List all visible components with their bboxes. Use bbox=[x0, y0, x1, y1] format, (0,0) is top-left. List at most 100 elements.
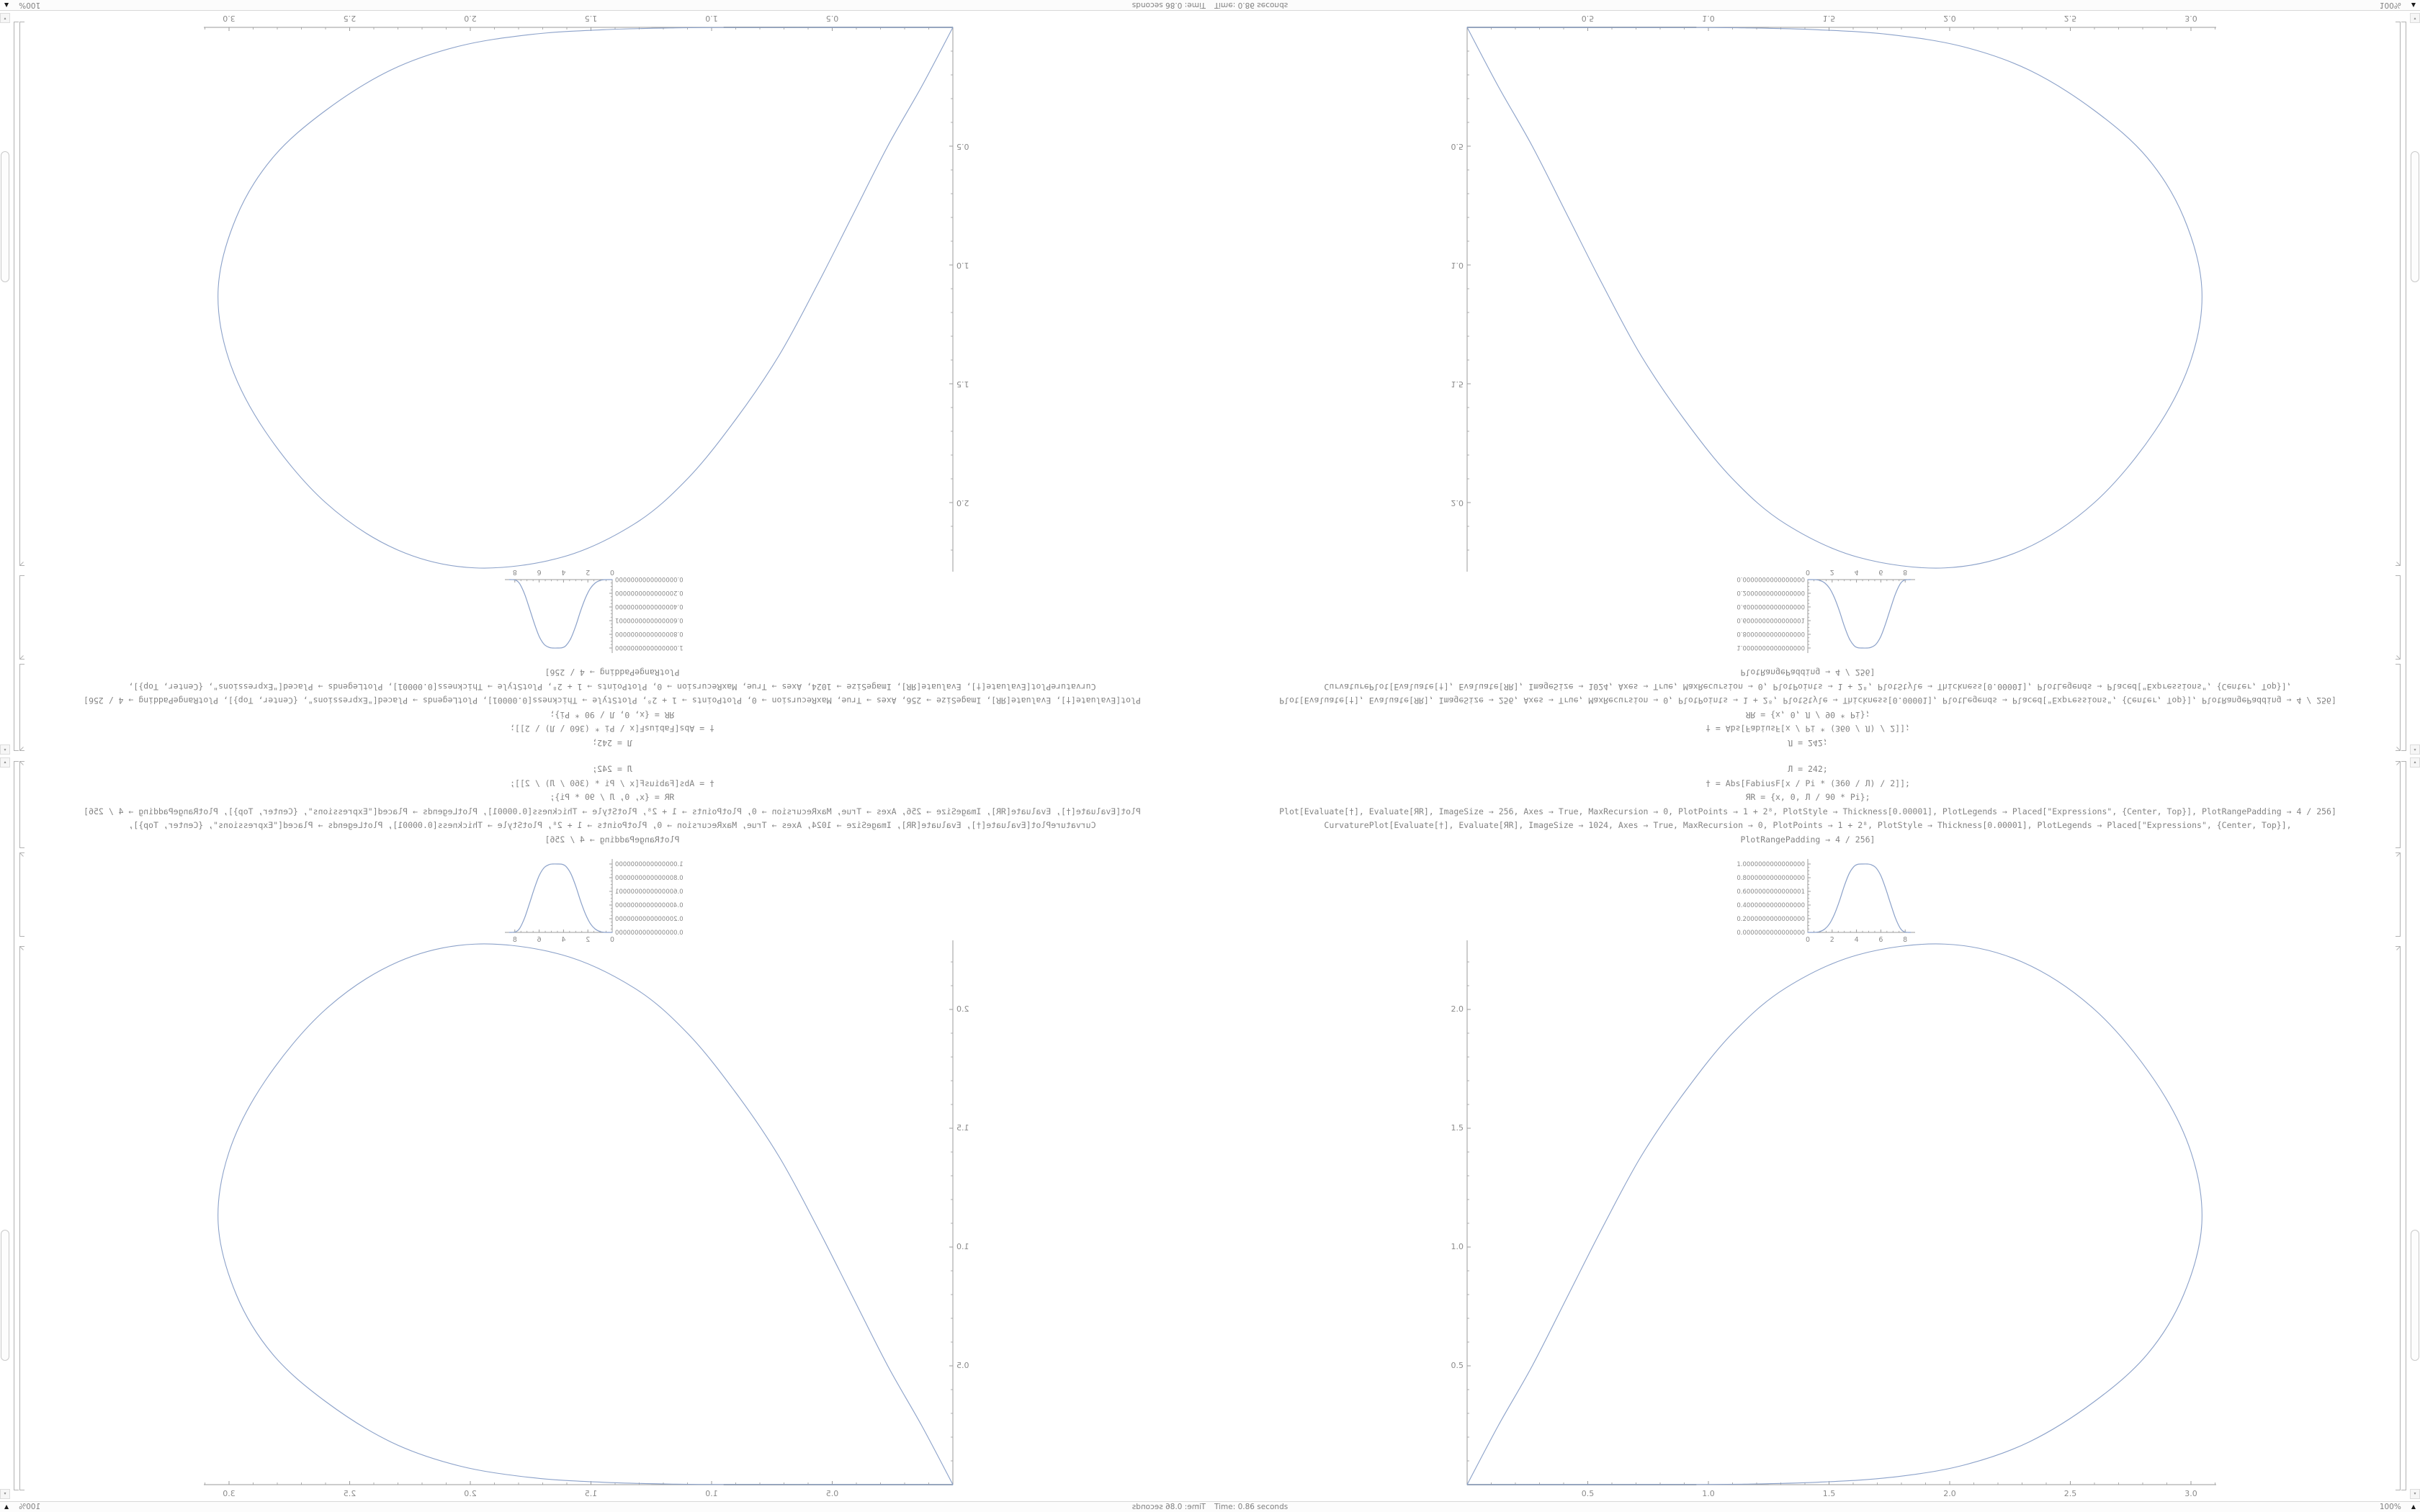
code-line[interactable]: CurvaturePlot[Evaluate[†], Evaluate[ЯR],… bbox=[1324, 682, 2292, 692]
code-input-cell[interactable]: Л = 242; † = Abs[FabiusF[x / Pi * (360 /… bbox=[29, 762, 1196, 847]
fabius-function-plot[interactable]: 0 2 4 6 8 1.0000000000000000 0.800000000000000… bbox=[1711, 567, 1934, 664]
output-cell-bracket-small-flag bbox=[19, 655, 24, 660]
scroll-down-button[interactable]: ▾ bbox=[2410, 13, 2420, 23]
zoom-control[interactable]: 100% ▲ bbox=[2380, 1503, 2416, 1511]
scroll-up-button[interactable]: ▴ bbox=[0, 744, 10, 755]
zoom-level-label[interactable]: 100% bbox=[19, 1, 41, 9]
y-tick-label: 2.0 bbox=[1451, 498, 1464, 508]
x-tick-label: 8 bbox=[1903, 568, 1907, 576]
code-line[interactable]: Plot[Evaluate[†], Evaluate[ЯR], ImageSiz… bbox=[84, 806, 1141, 816]
input-cell-bracket[interactable] bbox=[2396, 761, 2401, 848]
code-line[interactable]: Plot[Evaluate[†], Evaluate[ЯR], ImageSiz… bbox=[84, 696, 1141, 706]
fabius-function-plot[interactable]: 0 2 4 6 8 1.0000000000000000 0.800000000000000… bbox=[486, 567, 709, 664]
curvature-plot-teardrop[interactable]: 0.5 1.0 1.5 2.0 2.5 3.0 0.5 1.0 1.5 2.0 bbox=[171, 13, 995, 582]
cell-group-bracket[interactable] bbox=[2401, 761, 2406, 1490]
cell-brackets[interactable] bbox=[2385, 0, 2410, 756]
code-line[interactable]: † = Abs[FabiusF[x / Pi * (360 / Л) / 2]]… bbox=[1706, 724, 1910, 734]
curvature-plot-teardrop[interactable]: 0.5 1.0 1.5 2.0 2.5 3.0 0.5 1.0 1.5 2.0 bbox=[171, 930, 995, 1499]
y-tick-label: 1.5 bbox=[1451, 379, 1464, 389]
scrollbar-thumb[interactable] bbox=[2411, 1230, 2419, 1361]
x-tick-label: 1.5 bbox=[585, 1489, 598, 1498]
cell-brackets[interactable] bbox=[2385, 756, 2410, 1512]
vertical-scrollbar[interactable]: ▴ ▾ bbox=[2410, 756, 2420, 1501]
scrollbar-thumb[interactable] bbox=[1, 151, 9, 282]
fabius-function-plot[interactable]: 0 2 4 6 8 1.0000000000000000 0.800000000000000… bbox=[1711, 848, 1934, 945]
curve bbox=[1466, 943, 2202, 1485]
cell-brackets[interactable] bbox=[10, 756, 35, 1512]
zoom-control[interactable]: 100% ▲ bbox=[4, 1, 40, 9]
curvature-plot-teardrop[interactable]: 0.5 1.0 1.5 2.0 2.5 3.0 0.5 1.0 1.5 2.0 bbox=[1425, 930, 2249, 1499]
code-line[interactable]: CurvaturePlot[Evaluate[†], Evaluate[ЯR],… bbox=[1324, 820, 2292, 830]
code-line[interactable]: CurvaturePlot[Evaluate[†], Evaluate[ЯR],… bbox=[128, 682, 1096, 692]
scrollbar-thumb[interactable] bbox=[2411, 151, 2419, 282]
scroll-up-button[interactable]: ▴ bbox=[2410, 744, 2420, 755]
zoom-menu-icon[interactable]: ▲ bbox=[4, 1503, 9, 1510]
vertical-scrollbar[interactable]: ▴ ▾ bbox=[2410, 11, 2420, 756]
code-input-cell[interactable]: Л = 242; † = Abs[FabiusF[x / Pi * (360 /… bbox=[1224, 665, 2391, 750]
output-cell-bracket-small[interactable] bbox=[2396, 575, 2401, 660]
code-line[interactable]: PlotRangePadding → 4 / 256] bbox=[544, 834, 680, 845]
x-tick-label: 2 bbox=[1830, 568, 1834, 576]
curvature-plot-teardrop[interactable]: 0.5 1.0 1.5 2.0 2.5 3.0 0.5 1.0 1.5 2.0 bbox=[1425, 13, 2249, 582]
scrollbar-thumb[interactable] bbox=[1, 1230, 9, 1361]
code-line[interactable]: CurvaturePlot[Evaluate[†], Evaluate[ЯR],… bbox=[128, 820, 1096, 830]
code-line[interactable]: Plot[Evaluate[†], Evaluate[ЯR], ImageSiz… bbox=[1279, 696, 2336, 706]
scroll-down-button[interactable]: ▾ bbox=[0, 13, 10, 23]
code-line[interactable]: PlotRangePadding → 4 / 256] bbox=[1740, 667, 1876, 678]
output-cell-bracket-small[interactable] bbox=[19, 575, 25, 660]
code-input-cell[interactable]: Л = 242; † = Abs[FabiusF[x / Pi * (360 /… bbox=[1224, 762, 2391, 847]
output-cell-bracket-large[interactable] bbox=[2396, 22, 2401, 566]
scroll-down-button[interactable]: ▾ bbox=[2410, 1489, 2420, 1499]
code-line[interactable]: ЯR = {x, 0, Л / 90 * Pi}; bbox=[550, 792, 675, 802]
cell-group-bracket[interactable] bbox=[2401, 22, 2406, 751]
zoom-control[interactable]: 100% ▲ bbox=[2380, 1, 2416, 9]
input-cell-bracket[interactable] bbox=[2396, 664, 2401, 751]
output-cell-bracket-large-flag bbox=[2396, 946, 2401, 950]
zoom-control[interactable]: 100% ▲ bbox=[4, 1503, 40, 1511]
cell-group-bracket[interactable] bbox=[14, 761, 19, 1490]
output-cell-bracket-large[interactable] bbox=[19, 946, 25, 1490]
code-line[interactable]: Л = 242; bbox=[1788, 738, 1828, 748]
scroll-down-button[interactable]: ▾ bbox=[0, 1489, 10, 1499]
code-line[interactable]: Л = 242; bbox=[592, 764, 632, 774]
input-cell-bracket[interactable] bbox=[19, 664, 25, 751]
output-cell-bracket-small[interactable] bbox=[2396, 852, 2401, 937]
output-cell-bracket-large[interactable] bbox=[2396, 946, 2401, 1490]
zoom-menu-icon[interactable]: ▲ bbox=[4, 2, 9, 9]
code-line[interactable]: ЯR = {x, 0, Л / 90 * Pi}; bbox=[1745, 710, 1870, 720]
x-tick-label: 3.0 bbox=[223, 1489, 236, 1498]
vertical-scrollbar[interactable]: ▴ ▾ bbox=[0, 11, 10, 756]
input-cell-bracket[interactable] bbox=[19, 761, 25, 848]
axis-ticks bbox=[1467, 961, 2215, 1485]
code-line[interactable]: PlotRangePadding → 4 / 256] bbox=[544, 667, 680, 678]
zoom-level-label[interactable]: 100% bbox=[19, 1503, 41, 1511]
code-line[interactable]: † = Abs[FabiusF[x / Pi * (360 / Л) / 2]]… bbox=[1706, 778, 1910, 788]
output-cell-bracket-large[interactable] bbox=[19, 22, 25, 566]
cell-brackets[interactable] bbox=[10, 0, 35, 756]
y-tick-label: 1.0 bbox=[1451, 1242, 1464, 1251]
zoom-menu-icon[interactable]: ▲ bbox=[2411, 1503, 2416, 1510]
code-line[interactable]: † = Abs[FabiusF[x / Pi * (360 / Л) / 2]]… bbox=[510, 778, 714, 788]
code-line[interactable]: ЯR = {x, 0, Л / 90 * Pi}; bbox=[550, 710, 675, 720]
vertical-scrollbar[interactable]: ▴ ▾ bbox=[0, 756, 10, 1501]
quadrant-top-right-mirrored: Л = 242; † = Abs[FabiusF[x / Pi * (360 /… bbox=[1210, 0, 2420, 756]
code-input-cell[interactable]: Л = 242; † = Abs[FabiusF[x / Pi * (360 /… bbox=[29, 665, 1196, 750]
code-line[interactable]: Plot[Evaluate[†], Evaluate[ЯR], ImageSiz… bbox=[1279, 806, 2336, 816]
tick-labels: 0.5 1.0 1.5 2.0 2.5 3.0 0.5 1.0 1.5 2.0 bbox=[1451, 1004, 2197, 1498]
zoom-level-label[interactable]: 100% bbox=[2379, 1, 2401, 9]
y-tick-label: 0.4000000000000000 bbox=[1736, 603, 1805, 610]
code-line[interactable]: † = Abs[FabiusF[x / Pi * (360 / Л) / 2]]… bbox=[510, 724, 714, 734]
cell-group-bracket[interactable] bbox=[14, 22, 19, 751]
zoom-menu-icon[interactable]: ▲ bbox=[2411, 2, 2416, 9]
x-tick-label: 2.0 bbox=[464, 14, 477, 23]
fabius-function-plot[interactable]: 0 2 4 6 8 1.0000000000000000 0.800000000000000… bbox=[486, 848, 709, 945]
code-line[interactable]: PlotRangePadding → 4 / 256] bbox=[1740, 834, 1876, 845]
output-cell-bracket-small[interactable] bbox=[19, 852, 25, 937]
scroll-up-button[interactable]: ▴ bbox=[0, 757, 10, 768]
code-line[interactable]: Л = 242; bbox=[1788, 764, 1828, 774]
code-line[interactable]: ЯR = {x, 0, Л / 90 * Pi}; bbox=[1745, 792, 1870, 802]
status-time-label: Time: 0.86 seconds bbox=[1131, 1503, 1206, 1511]
code-line[interactable]: Л = 242; bbox=[592, 738, 632, 748]
scroll-up-button[interactable]: ▴ bbox=[2410, 757, 2420, 768]
zoom-level-label[interactable]: 100% bbox=[2379, 1503, 2401, 1511]
